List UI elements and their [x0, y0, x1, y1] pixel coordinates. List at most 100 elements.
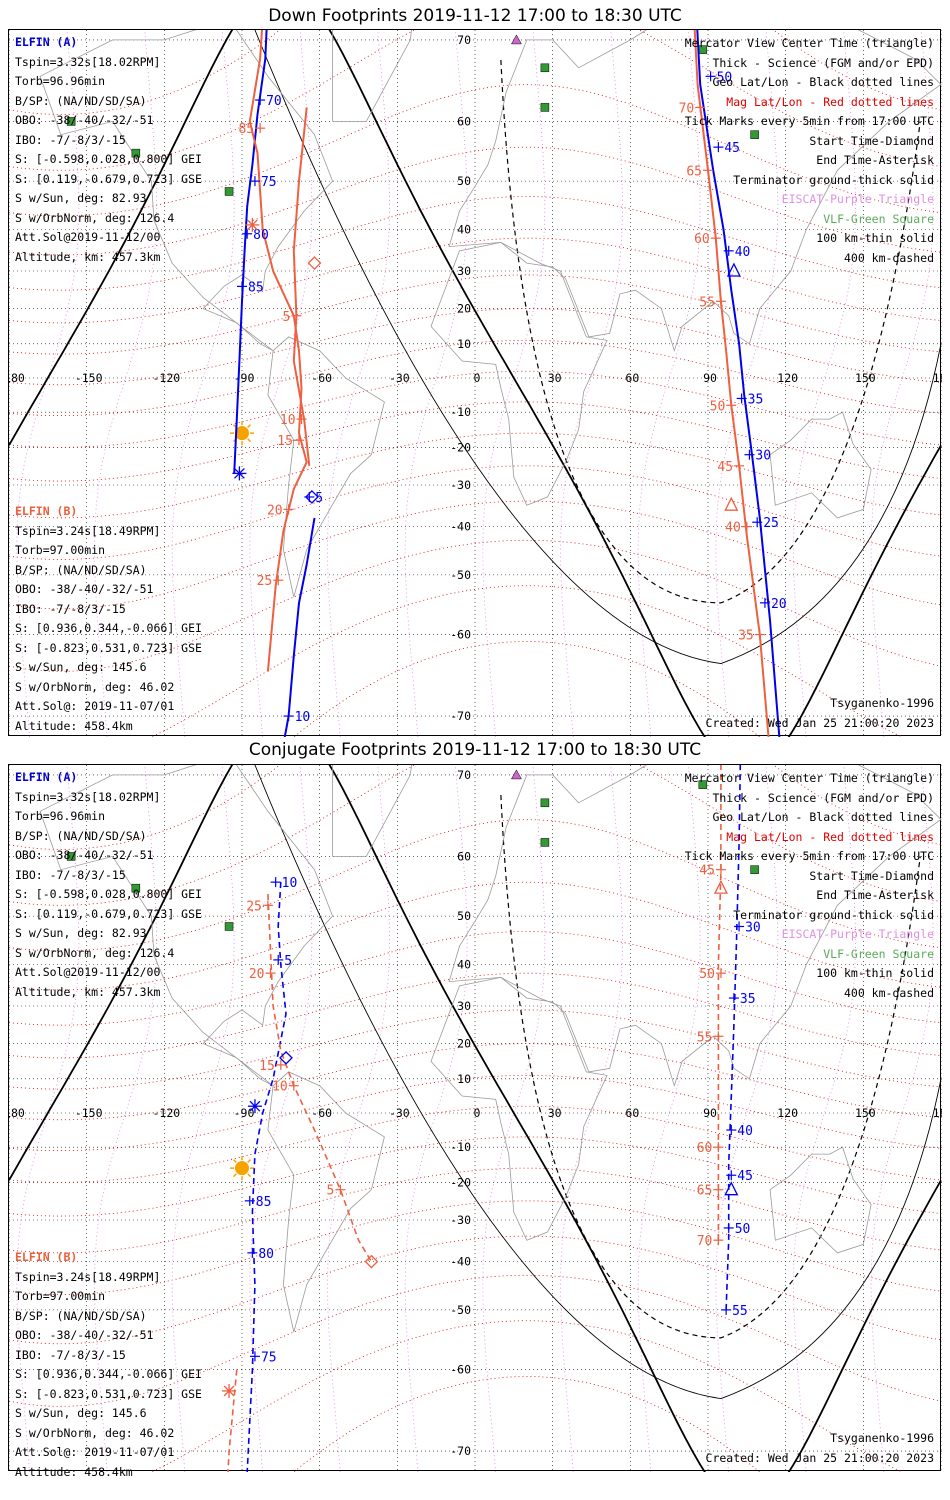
bottom-elfin-b-tick-label: 50 — [699, 967, 715, 982]
latitude-label: 70 — [457, 768, 471, 782]
terminator-100km-line — [254, 765, 942, 1400]
top-elfin-b-tick-label: 60 — [694, 232, 710, 247]
top-plot-title: Down Footprints 2019-11-12 17:00 to 18:3… — [268, 6, 682, 26]
longitude-label: -180 — [9, 1106, 25, 1120]
mag-latitude-line — [9, 1074, 942, 1152]
top-elfin-b-tick-label: 70 — [679, 101, 695, 116]
bottom-elfin-a-tick-label: 5 — [284, 954, 292, 969]
top-elfin-b-info-line: Torb=97.00min — [15, 543, 106, 557]
top-mag-grid — [9, 30, 942, 737]
top-elfin-a-info-line: S: [-0.598,0.028,0.800] GEI — [15, 152, 202, 166]
mag-latitude-line — [9, 370, 942, 448]
top-elfin-a-info-line: IBO: -7/-8/3/-15 — [15, 132, 126, 147]
top-legend-item: VLF-Green Square — [823, 211, 934, 226]
top-elfin-a-track-west — [233, 30, 268, 474]
top-elfin-a-south-tick-label: 5 — [315, 491, 323, 506]
latitude-label: 50 — [457, 174, 471, 188]
bottom-legend-item: Terminator ground-thick solid — [733, 907, 934, 922]
eiscat-triangle-icon — [510, 769, 522, 780]
top-legend-item: Mag Lat/Lon - Red dotted lines — [726, 94, 934, 109]
top-legend-item: End Time-Asterisk — [816, 153, 934, 167]
coastline — [332, 765, 412, 857]
bottom-elfin-b-info-line: S w/OrbNorm, deg: 46.02 — [15, 1425, 175, 1440]
latitude-label: 60 — [457, 849, 471, 863]
longitude-label: -90 — [234, 1106, 255, 1120]
top-elfin-a-tick-label: 40 — [735, 245, 751, 260]
latitude-label: -40 — [450, 1255, 471, 1269]
top-elfin-b-center-triangle — [724, 496, 739, 511]
vlf-square-icon — [66, 117, 76, 126]
top-elfin-a-header: ELFIN (A) — [15, 35, 78, 49]
longitude-label: 180 — [933, 1106, 942, 1120]
top-elfin-a-tick-label: 30 — [755, 449, 771, 464]
vlf-square-icon — [224, 187, 234, 196]
top-legend-item: Geo Lat/Lon - Black dotted lines — [712, 75, 934, 89]
bottom-legend-item: EISCAT-Purple Triangle — [781, 927, 934, 941]
bottom-legend: Mercator View Center Time (triangle) Thic… — [685, 769, 934, 1003]
longitude-label: 0 — [474, 371, 481, 385]
mag-latitude-line — [9, 765, 942, 906]
top-elfin-b-info-line: S w/Sun, deg: 145.6 — [15, 660, 147, 674]
coastline — [332, 30, 412, 122]
bottom-elfin-b-info-line: Att.Sol@: 2019-11-07/01 — [15, 1445, 175, 1459]
top-elfin-b-info-line: Tspin=3.24s[18.49RPM] — [15, 523, 161, 538]
bottom-elfin-a-tick-label: 45 — [737, 1169, 753, 1184]
latitude-label: 30 — [457, 999, 471, 1013]
bottom-elfin-b-tick-label: 45 — [699, 864, 715, 879]
bottom-coastlines — [39, 765, 942, 1333]
bottom-footprint-tracks: 1058580757025303540455055252015105455055… — [222, 765, 761, 1472]
top-elfin-b-tick-label: 15 — [277, 434, 293, 449]
bottom-elfin-a-info-line: B/SP: (NA/ND/SD/SA) — [15, 828, 147, 843]
vlf-square-icon — [66, 852, 76, 861]
top-legend-item: Mercator View Center Time (triangle) — [684, 36, 934, 50]
top-elfin-a-tick-label: 85 — [248, 280, 264, 295]
mag-latitude-line — [9, 1274, 942, 1407]
top-elfin-b-header: ELFIN (B) — [15, 504, 78, 518]
top-legend-item: Tick Marks every 5min from 17:00 UTC — [684, 114, 934, 128]
top-elfin-a-info: ELFIN (A) Tspin=3.32s[18.02RPM] Torb=96.9… — [15, 33, 202, 267]
mag-latitude-line — [9, 432, 942, 519]
longitude-label: -180 — [9, 371, 25, 385]
bottom-axis-labels: -180 -150 -120 -90 -60 -30 0 30 60 90 120 150 180 70 6… — [9, 768, 942, 1458]
vlf-square-icon — [540, 103, 550, 112]
bottom-elfin-b-tick-label: 55 — [697, 1030, 713, 1045]
mag-latitude-line — [9, 339, 942, 417]
vlf-square-icon — [750, 130, 759, 139]
latitude-label: -60 — [450, 628, 471, 642]
top-elfin-a-info-line: Torb=96.96min — [15, 74, 106, 88]
bottom-elfin-a-tick-label: 10 — [282, 876, 298, 891]
longitude-label: 30 — [548, 1106, 562, 1120]
bottom-elfin-a-tick-label: 80 — [258, 1247, 274, 1262]
mag-latitude-line — [293, 641, 761, 737]
bottom-legend-item: Geo Lat/Lon - Black dotted lines — [712, 810, 934, 824]
longitude-label: -120 — [152, 1106, 180, 1120]
bottom-elfin-b-info-line: S: [0.936,0.344,-0.066] GEI — [15, 1367, 202, 1381]
coastline — [267, 1071, 385, 1333]
bottom-elfin-b-info-line: Torb=97.00min — [15, 1289, 106, 1303]
vlf-square-icon — [750, 865, 759, 874]
longitude-label: -120 — [152, 371, 180, 385]
top-legend-item: 100 km-thin solid — [816, 231, 934, 245]
bottom-elfin-a-info-line: OBO: -38/-40/-32/-51 — [15, 848, 154, 862]
vlf-square-icon — [540, 63, 550, 73]
terminator-400km-line — [500, 59, 921, 604]
bottom-elfin-a-tick-label: 40 — [737, 1124, 753, 1139]
top-elfin-a-tick-label: 45 — [724, 141, 740, 156]
top-elfin-b-tick-label: 40 — [725, 521, 741, 536]
latitude-label: 30 — [457, 264, 471, 278]
latitude-label: 20 — [457, 1037, 471, 1051]
latitude-label: -50 — [450, 568, 471, 582]
vlf-square-icon — [540, 838, 550, 847]
bottom-elfin-b-info-line: IBO: -7/-8/3/-15 — [15, 1347, 126, 1362]
sun-icon — [235, 426, 249, 441]
bottom-elfin-b-info-line: B/SP: (NA/ND/SD/SA) — [15, 1308, 147, 1323]
bottom-legend-item: 400 km-dashed — [843, 985, 934, 1000]
top-legend-item: 400 km-dashed — [843, 250, 934, 265]
bottom-elfin-a-info-line: Att.Sol@2019-11-12/00 — [15, 965, 161, 979]
bottom-elfin-a-info-line: Torb=96.96min — [15, 809, 106, 823]
bottom-elfin-b-info: ELFIN (B) Tspin=3.24s[18.49RPM] Torb=97.0… — [15, 1248, 202, 1482]
top-elfin-b-tick-label: 85 — [238, 122, 254, 137]
top-elfin-a-info-line: Tspin=3.32s[18.02RPM] — [15, 54, 161, 69]
top-elfin-a-info-line: Altitude, km: 457.3km — [15, 249, 161, 264]
longitude-label: 30 — [548, 371, 562, 385]
